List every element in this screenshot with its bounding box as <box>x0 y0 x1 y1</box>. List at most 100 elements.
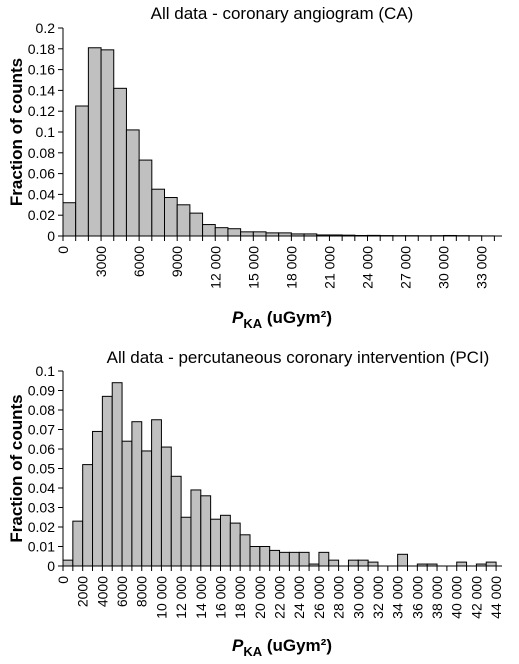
y-tick-label: 0.08 <box>28 145 55 161</box>
chart-title: All data - percutaneous coronary interve… <box>107 348 490 367</box>
x-tick-label: 0 <box>55 576 71 584</box>
x-tick-label: 30 000 <box>350 576 366 619</box>
bar <box>111 382 123 567</box>
x-tick-label: 18 000 <box>232 576 248 619</box>
x-tick-label: 4000 <box>94 576 110 607</box>
bar <box>347 559 359 567</box>
x-tick-label: 3000 <box>93 246 109 277</box>
bar <box>151 188 166 237</box>
bar <box>151 419 162 567</box>
bar <box>62 559 74 567</box>
bar <box>170 475 182 567</box>
x-tick-label: 36 000 <box>409 576 425 619</box>
bar <box>87 47 102 237</box>
bar <box>229 522 241 567</box>
y-tick-label: 0.1 <box>36 124 56 140</box>
x-tick-label: 2000 <box>75 576 91 607</box>
x-tick-label: 38 000 <box>429 576 445 619</box>
y-tick-label: 0.16 <box>28 62 55 78</box>
x-tick-label: 6000 <box>114 576 130 607</box>
x-axis-title-subscript: KA <box>243 644 262 659</box>
y-tick-label: 0.01 <box>28 539 55 555</box>
y-tick-label: 0.06 <box>28 441 55 457</box>
x-tick-label: 6000 <box>131 246 147 277</box>
y-tick-label: 0.2 <box>36 20 56 36</box>
x-axis-title-symbol: P <box>232 308 244 327</box>
y-tick-label: 0.18 <box>28 41 55 57</box>
x-tick-label: 33 000 <box>474 246 490 289</box>
bar <box>485 561 497 567</box>
bar <box>318 551 330 567</box>
x-tick-label: 16 000 <box>212 576 228 619</box>
y-tick-label: 0.07 <box>28 422 55 438</box>
x-axis-title: PKA (uGym²) <box>232 308 332 331</box>
y-tick-label: 0.08 <box>28 402 55 418</box>
bar <box>180 516 192 567</box>
x-axis-title-symbol: P <box>232 636 244 655</box>
bar <box>141 450 153 567</box>
y-axis-title-text: Fraction of counts <box>7 394 26 542</box>
bar <box>298 551 310 567</box>
x-tick-label: 9000 <box>169 246 185 277</box>
bar <box>121 440 133 567</box>
x-tick-label: 10 000 <box>153 576 169 619</box>
y-tick-label: 0.03 <box>28 500 55 516</box>
bar <box>210 518 221 567</box>
bar <box>227 228 242 237</box>
bar <box>125 129 140 237</box>
bar <box>269 549 281 567</box>
x-axis-title: PKA (uGym²) <box>232 636 332 659</box>
x-tick-label: 14 000 <box>193 576 209 619</box>
y-axis-title: Fraction of counts <box>7 394 26 542</box>
bar <box>72 520 84 567</box>
x-tick-label: 0 <box>55 246 71 254</box>
bar <box>131 421 143 567</box>
y-tick-label: 0.04 <box>28 480 55 496</box>
y-tick-label: 0.05 <box>28 461 55 477</box>
bar <box>288 551 300 567</box>
bar <box>75 105 89 237</box>
bar <box>239 534 251 567</box>
x-tick-label: 28 000 <box>331 576 347 619</box>
y-tick-label: 0.02 <box>28 207 55 223</box>
y-axis-title: Fraction of counts <box>7 58 26 206</box>
chart-ca: All data - coronary angiogram (CA) 0 0.02 0… <box>7 4 502 331</box>
bar <box>202 224 216 237</box>
x-axis-title-unit: (uGym²) <box>262 636 332 655</box>
bar <box>113 87 127 237</box>
x-tick-label: 18 000 <box>283 246 299 289</box>
y-tick-label: 0.14 <box>28 82 55 98</box>
x-tick-label: 42 000 <box>468 576 484 619</box>
x-tick-label: 24 000 <box>291 576 307 619</box>
y-tick-label: 0.09 <box>28 383 55 399</box>
x-tick-label: 20 000 <box>252 576 268 619</box>
x-tick-label: 44 000 <box>488 576 504 619</box>
bar <box>279 551 290 567</box>
y-tick-label: 0.06 <box>28 166 55 182</box>
y-tick-label: 0.02 <box>28 519 55 535</box>
x-tick-label: 24 000 <box>360 246 376 289</box>
bar <box>62 202 77 237</box>
bar <box>328 559 340 567</box>
bar <box>200 495 212 567</box>
bar <box>367 561 379 567</box>
x-tick-label: 15 000 <box>245 246 261 289</box>
bar <box>164 197 178 237</box>
y-tick-label: 0 <box>47 558 55 574</box>
bar <box>176 204 191 237</box>
x-tick-label: 26 000 <box>311 576 327 619</box>
x-tick-label: 12 000 <box>173 576 189 619</box>
chart-title: All data - coronary angiogram (CA) <box>151 4 414 23</box>
bar <box>92 430 103 567</box>
x-tick-label: 30 000 <box>436 246 452 289</box>
bar <box>190 489 202 567</box>
x-tick-label: 21 000 <box>321 246 337 289</box>
y-tick-label: 0.1 <box>36 363 56 379</box>
bar <box>101 395 113 567</box>
bar <box>100 49 115 237</box>
bar <box>249 546 261 567</box>
bar <box>456 561 468 567</box>
bar <box>259 546 271 567</box>
x-tick-label: 34 000 <box>390 576 406 619</box>
